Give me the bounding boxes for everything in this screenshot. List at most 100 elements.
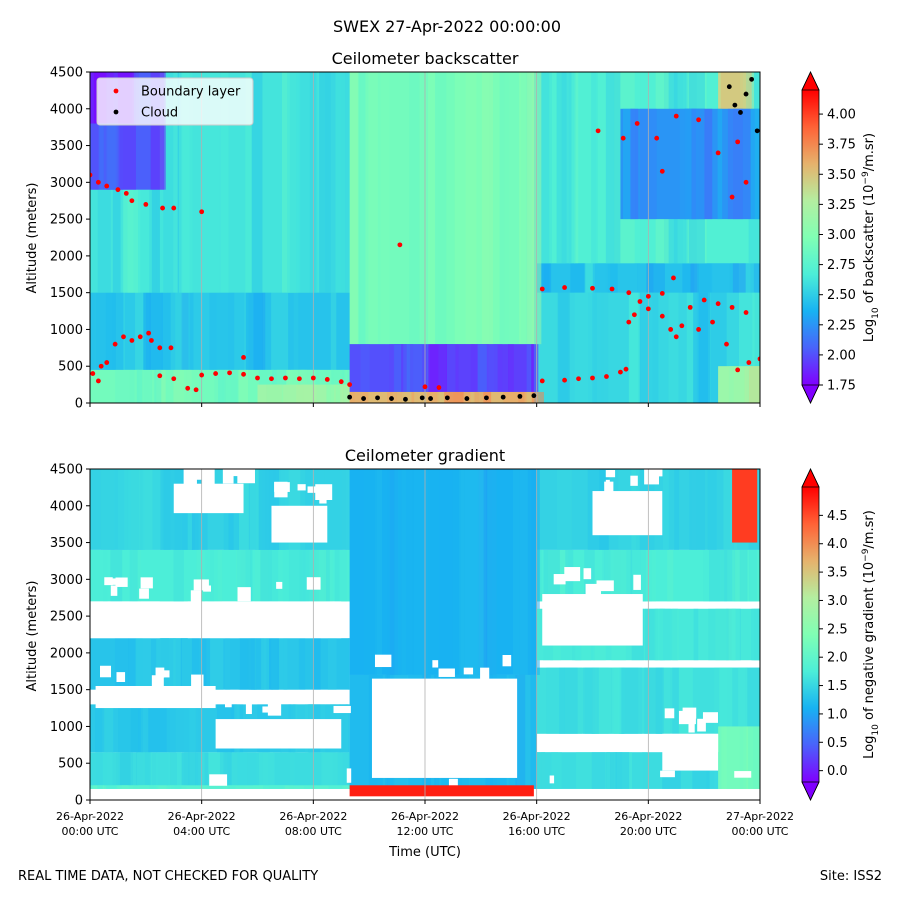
heatmap-cell [140, 704, 146, 753]
heatmap-cell [660, 608, 678, 661]
colorbar-tick-label: 3.00 [827, 228, 856, 243]
heatmap-cell [515, 674, 526, 789]
heatmap-cell [325, 72, 336, 293]
heatmap-cell [102, 752, 113, 789]
missing-data-region [187, 601, 342, 639]
heatmap-cell [601, 549, 614, 602]
heatmap-cell [551, 752, 562, 789]
boundary-layer-point [539, 286, 545, 292]
heatmap-cell [674, 469, 680, 550]
heatmap-cell [689, 469, 705, 550]
colorbar-tick-label: 1.5 [827, 679, 848, 694]
heatmap-cell [393, 344, 402, 392]
backscatter-title: Ceilometer backscatter [332, 49, 519, 68]
heatmap-cell [283, 638, 299, 690]
boundary-layer-point [324, 377, 330, 382]
heatmap-cell [313, 549, 327, 602]
heatmap-cell [438, 72, 455, 345]
heatmap-cell [112, 752, 119, 789]
x-tick-label: 04:00 UTC [173, 825, 230, 838]
heatmap-cell [173, 638, 181, 690]
colorbar-extend-min [801, 781, 820, 801]
heatmap-cell [561, 72, 572, 264]
heatmap-cell [266, 384, 284, 403]
heatmap-cell [207, 549, 219, 602]
gradient-ylabel: Altitude (meters) [25, 581, 40, 692]
heatmap-cell [222, 752, 228, 789]
heatmap-cell [95, 752, 108, 789]
cloud-point [531, 393, 537, 399]
heatmap-cell [173, 549, 184, 602]
missing-data-region [630, 475, 638, 486]
missing-data-region [262, 706, 274, 713]
boundary-layer-point [659, 291, 665, 296]
heatmap-cell [759, 608, 760, 661]
boundary-layer-point [710, 319, 715, 325]
heatmap-strong-cell [349, 785, 534, 797]
backscatter-panel: Ceilometer backscatter 0 500 1000 1500 2000 2… [25, 49, 881, 412]
boundary-layer-point [604, 374, 609, 379]
y-tick-label: 3000 [50, 573, 83, 588]
boundary-layer-point [95, 378, 101, 384]
heatmap-cell [359, 72, 366, 345]
boundary-layer-point [137, 334, 143, 340]
boundary-layer-point [104, 183, 110, 189]
heatmap-cell [220, 72, 229, 293]
missing-data-region [374, 654, 392, 668]
gradient-colorbar: 0.0 0.5 1.0 1.5 2.0 2.5 3.0 3.5 4.0 4.5 Log10 of n… [801, 468, 881, 801]
heatmap-cell [319, 72, 331, 293]
boundary-layer-point [623, 366, 629, 372]
missing-data-region [644, 469, 659, 485]
boundary-layer-point [735, 367, 741, 373]
cloud-point [500, 394, 506, 400]
heatmap-cell [148, 704, 167, 753]
x-tick-label: 08:00 UTC [285, 825, 342, 838]
boundary-layer-point [562, 285, 567, 290]
heatmap-cell [180, 369, 187, 403]
cloud-point [361, 396, 366, 401]
heatmap-cell [693, 608, 699, 661]
heatmap-cell [573, 72, 579, 264]
y-tick-label: 0 [75, 794, 83, 809]
heatmap-cell [99, 72, 104, 190]
boundary-layer-point [296, 376, 302, 382]
heatmap-cell [519, 469, 528, 675]
colorbar-tick-label: 2.0 [827, 651, 848, 666]
colorbar-tick-label: 4.00 [827, 108, 856, 123]
y-tick-label: 4500 [50, 66, 83, 81]
missing-data-region [267, 701, 282, 716]
missing-data-region [319, 495, 327, 504]
heatmap-band [718, 366, 760, 403]
colorbar-tick-label: 1.75 [827, 379, 856, 394]
heatmap-cell [299, 638, 306, 690]
legend-label: Boundary layer [141, 85, 241, 100]
missing-data-region [702, 712, 718, 723]
cloud-point [389, 396, 394, 401]
colorbar-tick-label: 3.5 [827, 566, 848, 581]
heatmap-cell [708, 608, 729, 661]
heatmap-cell [629, 292, 640, 403]
y-tick-label: 1500 [50, 683, 83, 698]
heatmap-cell [583, 667, 599, 734]
missing-data-region [371, 678, 518, 778]
legend-marker [113, 109, 119, 115]
x-tick-label: 27-Apr-2022 [726, 810, 794, 823]
heatmap-band [536, 667, 760, 734]
boundary-layer-point [618, 369, 623, 375]
heatmap-cell [129, 549, 138, 602]
footer-disclaimer: REAL TIME DATA, NOT CHECKED FOR QUALITY [18, 869, 319, 884]
cloud-point [726, 84, 732, 90]
boundary-layer-point [729, 194, 735, 200]
boundary-layer-point [115, 187, 121, 193]
heatmap-cell [747, 549, 760, 602]
heatmap-cell [351, 391, 363, 403]
boundary-layer-point [701, 297, 707, 303]
missing-data-region [583, 568, 592, 580]
heatmap-cell [196, 549, 205, 602]
boundary-layer-point [659, 313, 665, 319]
heatmap-cell [225, 638, 231, 690]
boundary-layer-point [645, 306, 651, 312]
missing-data-region [272, 693, 278, 706]
heatmap-cell [110, 549, 123, 602]
heatmap-cell [531, 391, 544, 403]
